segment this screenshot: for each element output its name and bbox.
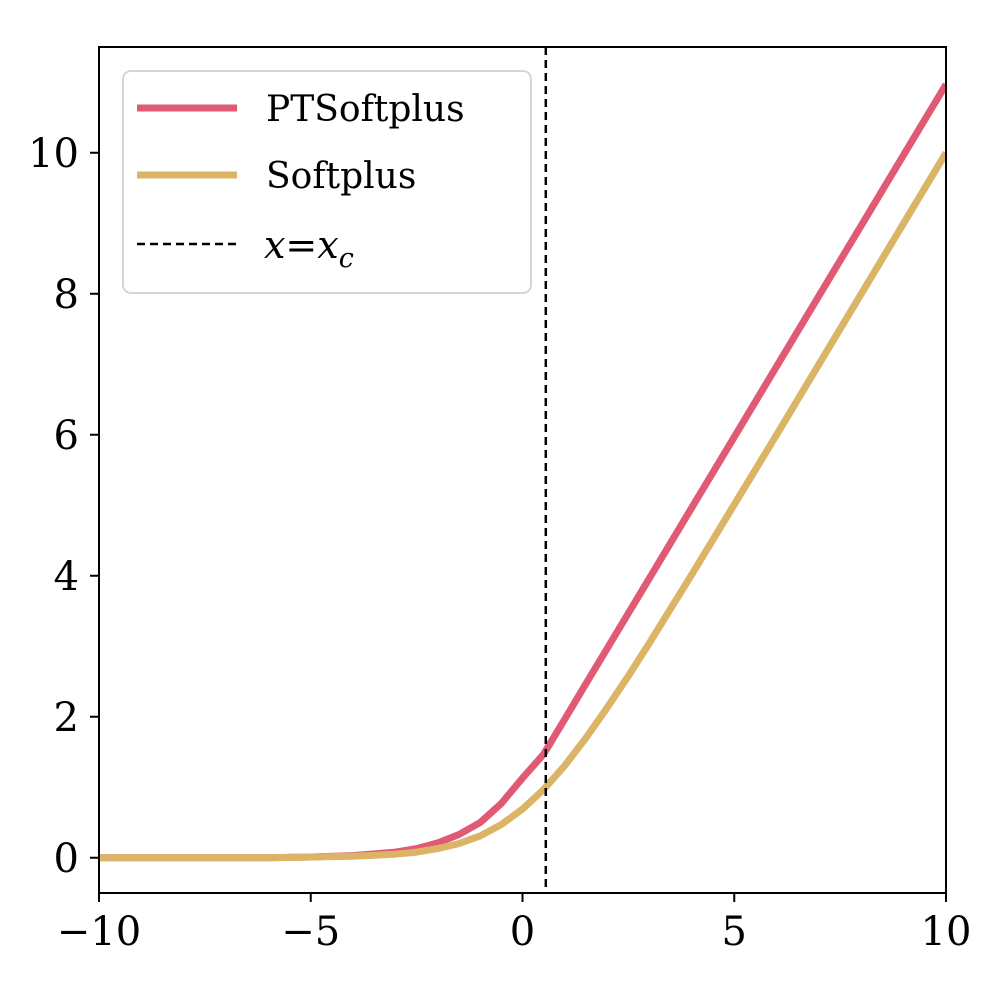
y-tick-label: 10	[28, 131, 79, 177]
y-tick-label: 4	[54, 554, 79, 600]
plot-area	[99, 47, 946, 893]
y-tick-label: 0	[54, 836, 79, 882]
axes: −10 −5 0 5 10 0 2 4 6 8 10	[28, 46, 972, 955]
legend-label-vline: x=xc	[264, 223, 354, 274]
series-line-softplus	[99, 150, 946, 862]
legend-label-softplus: Softplus	[266, 156, 416, 197]
legend: PTSoftplus Softplus x=xc	[122, 70, 532, 294]
x-tick-label: −5	[281, 909, 340, 955]
x-tick-label: −10	[57, 909, 141, 955]
y-tick-label: 6	[54, 413, 79, 459]
x-tick-label: 5	[722, 909, 747, 955]
y-tick-label: 2	[54, 695, 79, 741]
x-tick-label: 0	[510, 909, 535, 955]
y-tick-label: 8	[54, 272, 79, 318]
legend-label-ptsoftplus: PTSoftplus	[266, 89, 465, 130]
x-tick-label: 10	[921, 909, 972, 955]
legend-frame	[122, 70, 532, 294]
